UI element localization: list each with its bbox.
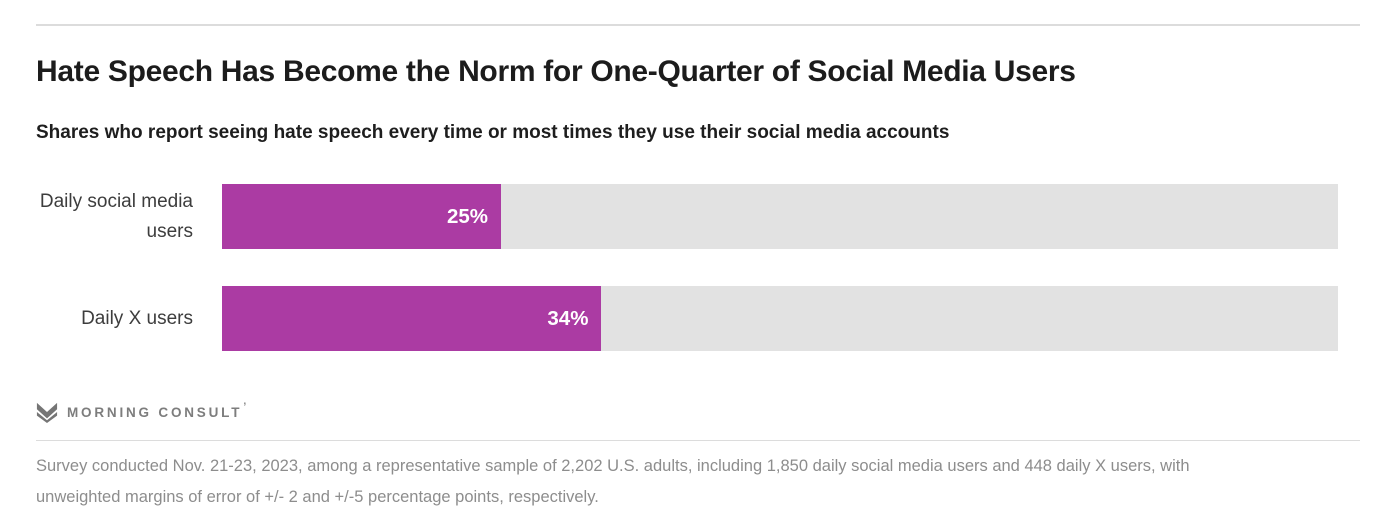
bar-chart: Daily social media users 25% Daily X use…: [36, 184, 1338, 388]
morning-consult-m-icon: [36, 402, 58, 423]
top-divider: [36, 24, 1360, 26]
morning-consult-logo: MORNING CONSULT’: [36, 400, 247, 424]
bar-fill: 34%: [222, 286, 602, 351]
bar-track: 34%: [222, 286, 1338, 351]
footnote-line: Survey conducted Nov. 21-23, 2023, among…: [36, 457, 1190, 475]
chart-subtitle: Shares who report seeing hate speech eve…: [36, 122, 950, 143]
category-label: Daily X users: [81, 307, 193, 329]
footnote-line: unweighted margins of error of +/- 2 and…: [36, 488, 599, 506]
value-label: 25%: [446, 204, 488, 228]
chart-title: Hate Speech Has Become the Norm for One-…: [36, 55, 1076, 88]
value-label: 34%: [547, 306, 589, 330]
logo-wordmark: MORNING CONSULT’: [67, 400, 247, 420]
footnote: Survey conducted Nov. 21-23, 2023, among…: [36, 451, 1366, 513]
bar-fill: 25%: [222, 184, 501, 249]
logo-trademark-tick: ’: [243, 400, 247, 413]
bar-row-daily-social-media-users: Daily social media users 25%: [36, 184, 1338, 249]
bar-track: 25%: [222, 184, 1338, 249]
footnote-divider: [36, 440, 1360, 441]
category-label: Daily social media users: [39, 190, 193, 242]
bar-row-daily-x-users: Daily X users 34%: [36, 286, 1338, 351]
